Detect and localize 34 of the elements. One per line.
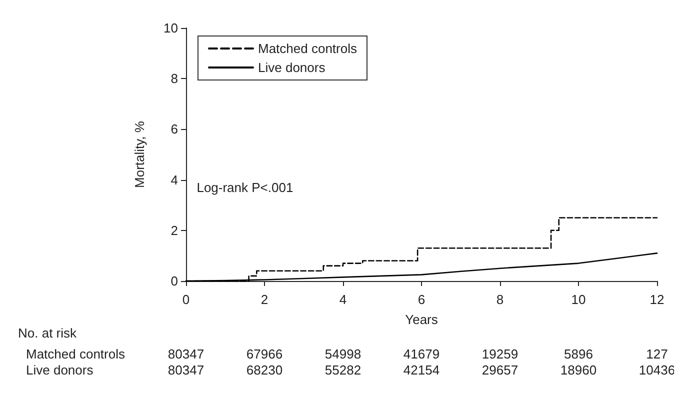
annotation: Log-rank P<.001 [196, 180, 294, 195]
y-tick-label: 0 [170, 274, 178, 288]
x-tick-label: 6 [418, 292, 426, 307]
text: 67966 [246, 346, 283, 362]
text: Live donors [26, 362, 94, 378]
legend-label: Live donors [258, 60, 326, 75]
text: No. at risk [18, 326, 78, 340]
text: 55282 [324, 362, 362, 378]
text: 80347 [168, 346, 204, 362]
text: 19259 [482, 346, 518, 362]
x-tick-label: 0 [182, 292, 190, 307]
x-tick-label: 10 [571, 292, 586, 307]
y-tick-label: 2 [170, 222, 178, 238]
y-axis-title: Mortality, % [132, 120, 147, 188]
x-tick-label: 4 [339, 292, 347, 307]
y-tick-label: 6 [170, 122, 178, 137]
x-tick-label: 12 [650, 292, 664, 307]
text: 29657 [482, 362, 518, 378]
text: Matched controls [26, 346, 126, 362]
text: 54998 [324, 346, 362, 362]
y-tick-label: 4 [170, 172, 178, 188]
text: 41679 [403, 346, 440, 362]
legend-label: Matched controls [258, 41, 358, 56]
text: 42154 [403, 362, 440, 378]
y-tick-label: 8 [170, 71, 178, 86]
x-axis-title: Years [405, 312, 438, 327]
x-tick-label: 2 [260, 292, 268, 307]
text: 127 [646, 346, 668, 362]
text: 80347 [168, 362, 204, 378]
text: 68230 [246, 362, 283, 378]
x-tick-label: 8 [496, 292, 504, 307]
y-tick-label: 10 [164, 20, 178, 36]
text: 18960 [560, 362, 597, 378]
text: 5896 [564, 346, 593, 362]
